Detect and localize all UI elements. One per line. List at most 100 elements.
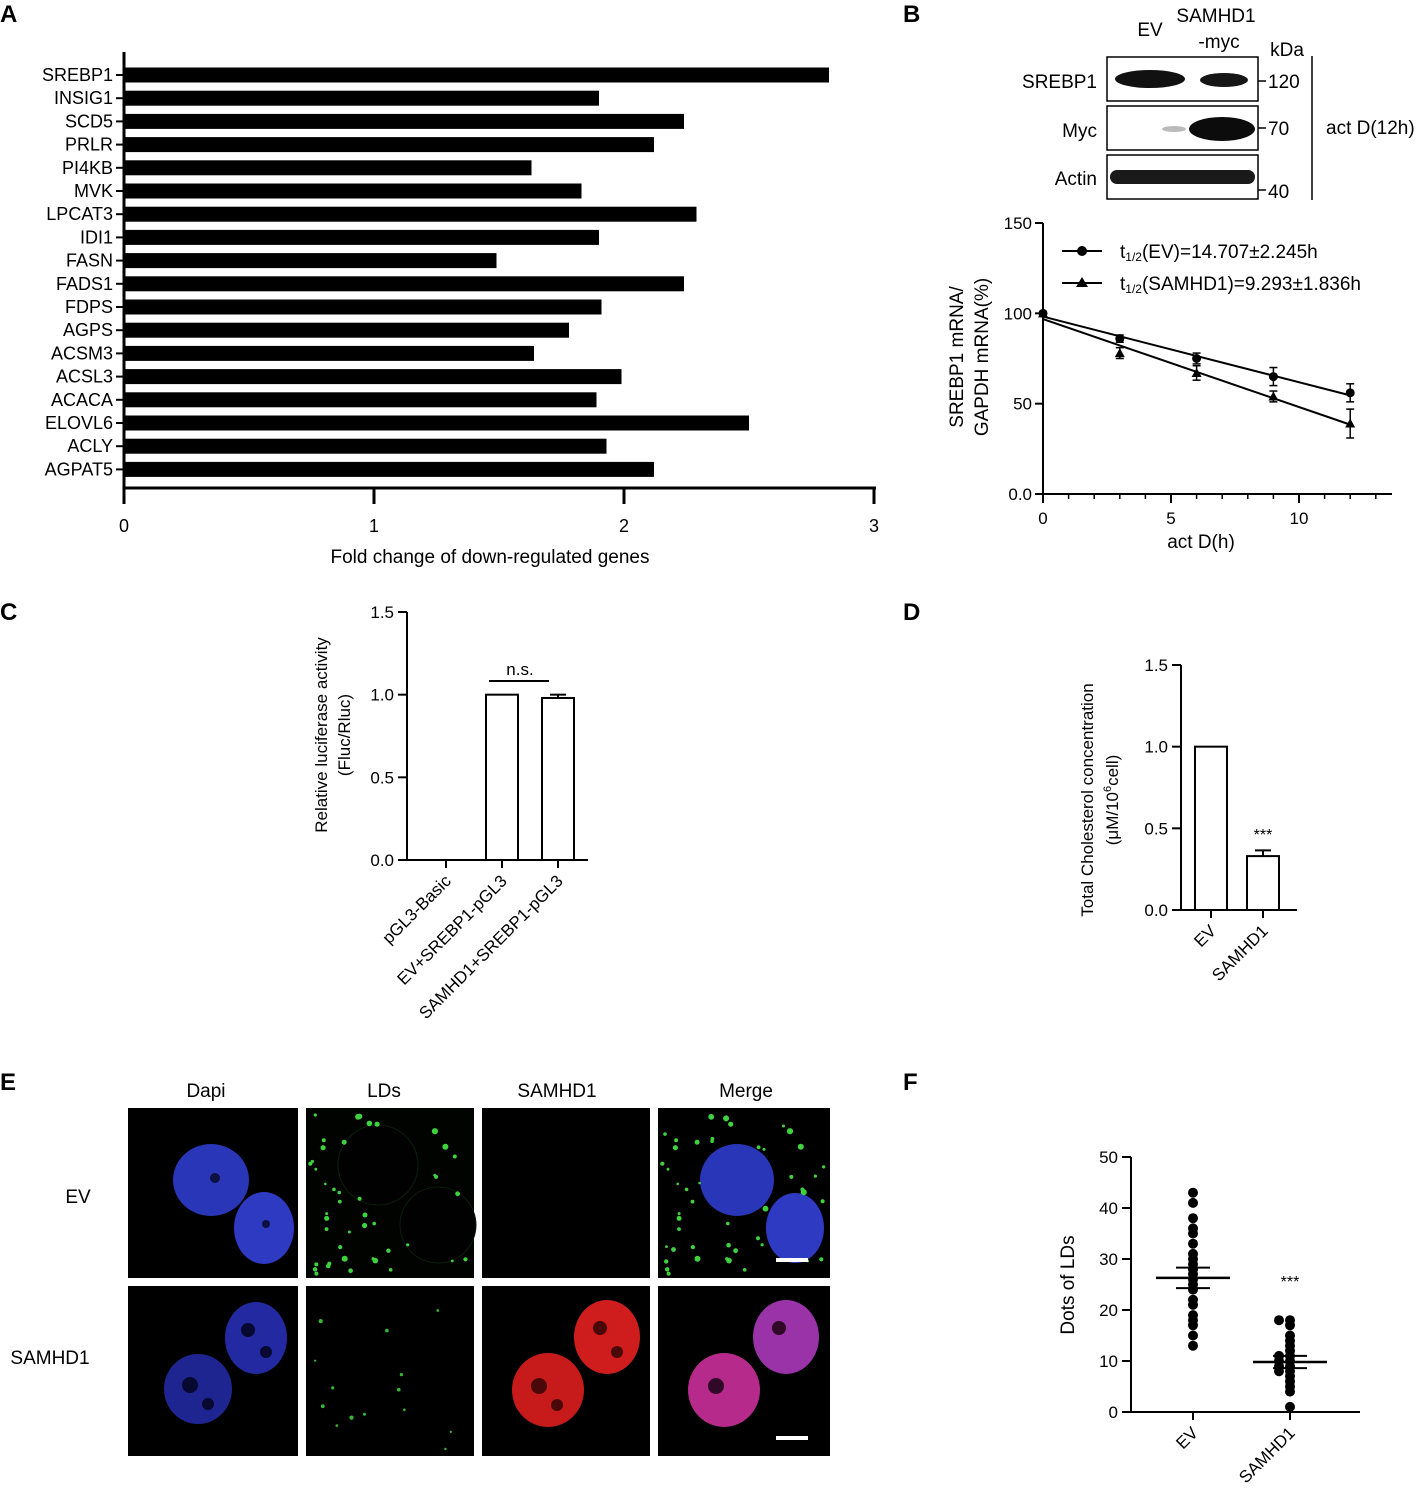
panel-d-y-tick-label-0.0: 0.0 [1144,901,1168,920]
bar-srebp1 [124,67,829,83]
point-samhd1 [1345,418,1356,428]
bar-mvk [124,183,582,199]
point-panel-f-ev [1188,1330,1198,1341]
point-panel-f-ev [1188,1213,1198,1224]
panel-b-x-tick-label-0: 0 [1038,509,1047,528]
lipid-droplet-dot [463,1257,468,1262]
bar-fdps [124,299,602,315]
nucleolus-ev-2 [262,1220,270,1228]
lipid-droplet-dot [684,1187,689,1192]
lipid-droplet-dot [742,1268,747,1272]
point-panel-f-samhd1 [1274,1315,1284,1326]
point-panel-f-samhd1 [1285,1401,1295,1412]
panel-a-x-label: Fold change of down-regulated genes [330,547,649,568]
point-panel-f-ev [1188,1340,1198,1351]
lipid-droplet-dot [347,1230,351,1234]
lipid-droplet-dot [332,1187,336,1192]
lipid-droplet-dot [314,1359,317,1362]
lipid-droplet-dot [674,1138,679,1143]
panel-letter-b: B [903,1,920,28]
lipid-droplet-dot [362,1212,368,1218]
lipid-droplet-dot [782,1124,785,1128]
nucleolus-samhd1-3 [241,1323,255,1337]
nucleolus-red-2 [551,1399,563,1411]
panel-e-microscopy: Dapi LDs SAMHD1 Merge EV SAMHD1 [10,1081,830,1456]
nucleus-ev-merge-2 [766,1193,824,1263]
blot-kda-label: kDa [1270,40,1304,61]
nucleus-samhd1-red-1 [512,1353,584,1427]
bar-panel-d-samhd1 [1246,855,1280,911]
lipid-droplet-dot [760,1243,764,1247]
panel-b-x-tick-label-5: 5 [1166,509,1175,528]
lipid-droplet-dot [676,1215,682,1221]
x-tick-label-panel-d-samhd1: SAMHD1 [1208,921,1272,985]
panel-f-y-tick-label-20: 20 [1099,1301,1118,1320]
lipid-droplet-dot [677,1212,681,1216]
lipid-droplet-dot [338,1245,343,1250]
nucleus-ev-dapi-2 [234,1192,294,1264]
lipid-droplet-dot [308,1161,313,1166]
panel-b-y-tick-label-0.0: 0.0 [1008,485,1032,504]
lipid-droplet-dot [321,1138,326,1143]
blot-marker-120: 120 [1268,72,1300,93]
point-panel-f-ev [1188,1197,1198,1208]
lipid-droplet-dot [388,1268,393,1272]
point-panel-f-ev [1188,1187,1198,1198]
panel-b-y-tick-label-100: 100 [1004,304,1032,323]
blot-treatment-label: act D(12h) [1326,118,1415,139]
nucleus-samhd1-red-2 [574,1300,640,1374]
lipid-droplet-dot [366,1120,373,1127]
category-label-scd5: SCD5 [65,111,113,131]
category-label-fasn: FASN [66,251,113,271]
nucleus-samhd1-dapi-1 [164,1354,232,1424]
micro-col-merge: Merge [719,1081,773,1102]
point-ev [1192,354,1202,363]
lipid-droplet-dot [335,1424,339,1427]
lipid-droplet-dot [348,1268,353,1273]
panel-b-x-tick-label-10: 10 [1290,509,1309,528]
category-label-insig1: INSIG1 [54,88,113,108]
lipid-droplet-dot [786,1128,794,1135]
bar-insig1 [124,90,599,106]
panel-letter-d: D [903,599,920,626]
significance-label-d: *** [1254,827,1273,844]
bar-fasn [124,253,497,269]
panel-letter-f: F [903,1069,918,1096]
panel-letter-a: A [0,1,17,28]
micro-col-samhd1: SAMHD1 [517,1081,596,1102]
lipid-droplet-dot [666,1167,670,1171]
lipid-droplet-dot [313,1113,317,1117]
lipid-droplet-dot [676,1182,679,1186]
point-panel-f-ev [1188,1299,1198,1310]
lipid-droplet-dot [789,1174,794,1179]
lipid-droplet-dot [431,1128,438,1135]
blot-lane-label-ev: EV [1137,20,1163,41]
point-samhd1 [1191,367,1202,377]
lipid-droplet-dot [337,1190,342,1195]
lipid-droplet-dot [318,1319,323,1324]
lipid-droplet-dot [444,1447,447,1451]
lipid-droplet-dot [800,1189,807,1196]
cell-outline-ev-1 [337,1124,419,1206]
bar-agps [124,322,569,338]
nucleolus-red-3 [593,1321,607,1335]
nucleolus-red-1 [531,1378,547,1394]
panel-c-y-label-line2: (Fluc/Rluc) [335,694,354,776]
lipid-droplet-dot [733,1248,738,1254]
lipid-droplet-dot [403,1408,406,1412]
blot-row-label-myc: Myc [1062,121,1097,142]
lipid-droplet-dot [341,1255,348,1262]
point-samhd1 [1038,308,1048,318]
panel-c-y-tick-label-1.0: 1.0 [370,686,394,705]
bar-pi4kb [124,160,532,176]
lipid-droplet-dot [372,1221,377,1226]
panel-d-y-tick-label-0.5: 0.5 [1144,819,1168,838]
panel-b-y-label-line2: GAPDH mRNA(%) [972,278,993,436]
panel-f-y-label: Dots of LDs [1058,1235,1079,1334]
lipid-droplet-dot [455,1191,460,1197]
x-tick-label-1: 1 [369,516,379,536]
bar-scd5 [124,113,684,129]
panel-f-y-tick-label-10: 10 [1099,1352,1118,1371]
lipid-droplet-dot [756,1236,760,1241]
